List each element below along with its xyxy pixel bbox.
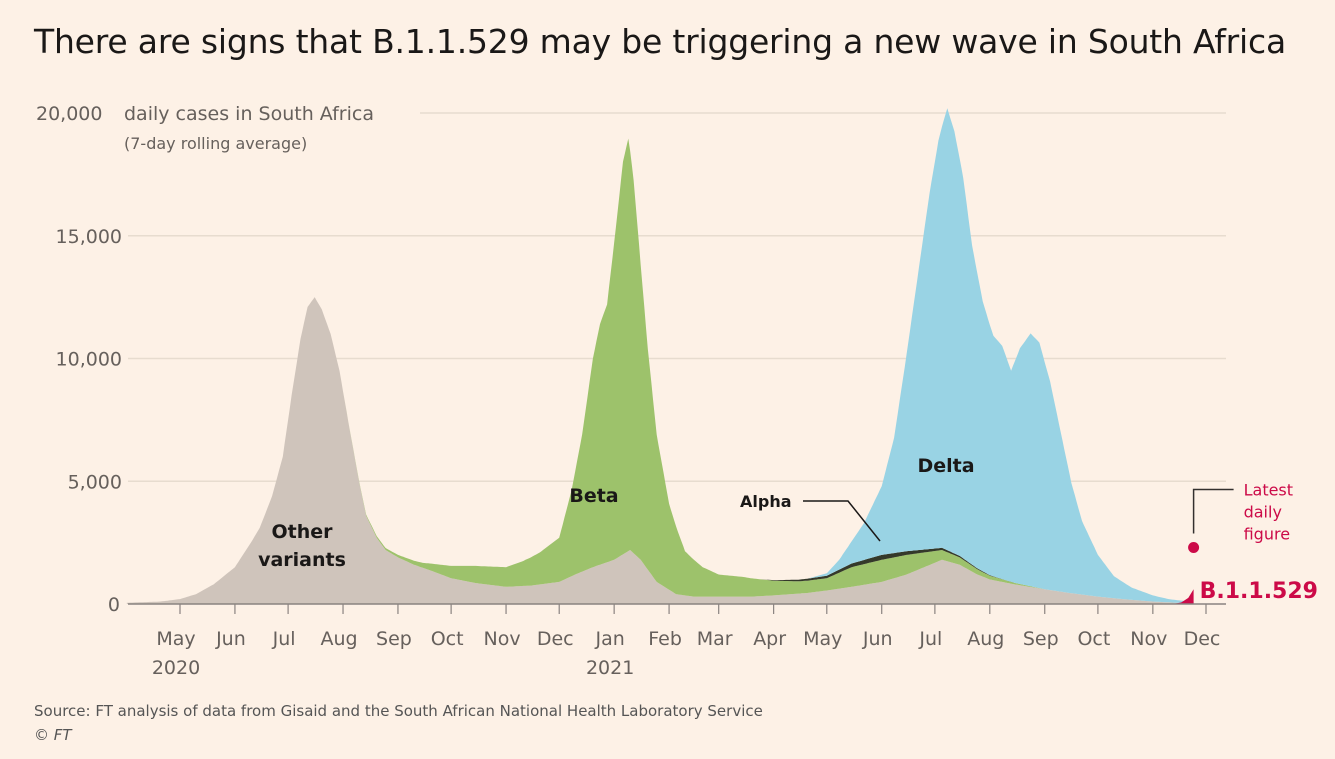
x-tick-year-label: 2020 (152, 657, 200, 679)
latest-daily-label: daily (1244, 503, 1282, 522)
series-label-delta: Delta (917, 455, 974, 477)
x-tick-label: Dec (537, 628, 574, 650)
x-tick-label: Aug (320, 628, 357, 650)
x-tick-label: Jul (272, 628, 296, 650)
source-note: Source: FT analysis of data from Gisaid … (34, 702, 763, 720)
x-tick-label: May (803, 628, 842, 650)
y-axis: daily cases in South Africa (7-day rolli… (36, 103, 374, 616)
area-delta (126, 108, 1194, 604)
latest-daily-label: Latest (1244, 481, 1293, 500)
x-tick-label: Oct (431, 628, 464, 650)
annotations: Latest daily figure B.1.1.529 (1188, 481, 1318, 604)
area-beta (126, 138, 1194, 604)
x-tick-label: Sep (376, 628, 412, 650)
copyright-note: © FT (34, 726, 72, 744)
x-tick-label: Jul (918, 628, 942, 650)
area-other-variants (126, 297, 1194, 604)
series-areas (126, 108, 1194, 604)
x-tick-label: Dec (1184, 628, 1221, 650)
x-tick-label: Mar (697, 628, 733, 650)
latest-daily-label: figure (1244, 525, 1290, 544)
x-axis: May 2020 Jun Jul Aug Sep Oct Nov Dec Jan 2021 Feb Ma… (128, 603, 1226, 679)
y-tick-label: 5,000 (68, 471, 122, 493)
x-tick-label: Apr (753, 628, 786, 650)
x-tick-label: Sep (1023, 628, 1059, 650)
alpha-leader-line (803, 500, 881, 542)
x-tick-label: Jan (594, 628, 624, 650)
y-tick-label: 0 (108, 594, 120, 616)
y-axis-label: daily cases in South Africa (124, 103, 374, 125)
x-tick-year-label: 2021 (586, 657, 634, 679)
area-b-1-1-529 (1172, 589, 1194, 604)
x-tick-label: Nov (1130, 628, 1167, 650)
x-tick-label: Nov (484, 628, 521, 650)
chart-title: There are signs that B.1.1.529 may be tr… (34, 22, 1286, 61)
series-label-beta: Beta (569, 485, 618, 507)
series-label-alpha: Alpha (740, 492, 792, 511)
x-tick-label: Aug (967, 628, 1004, 650)
y-tick-label: 10,000 (56, 349, 122, 371)
series-label-other-variants: variants (258, 549, 346, 571)
y-axis-label-note: (7-day rolling average) (124, 134, 307, 153)
series-labels: Other variants Beta Delta Alpha (258, 455, 974, 571)
series-label-b-1-1-529: B.1.1.529 (1200, 579, 1318, 604)
x-tick-label: Jun (215, 628, 246, 650)
x-tick-label: Oct (1077, 628, 1110, 650)
series-label-other-variants: Other (271, 521, 333, 543)
latest-leader-line (1192, 488, 1234, 534)
x-tick-label: Feb (648, 628, 682, 650)
x-tick-label: Jun (862, 628, 893, 650)
y-tick-label: 20,000 (36, 103, 102, 125)
y-tick-label: 15,000 (56, 226, 122, 248)
x-tick-label: May (156, 628, 195, 650)
stacked-area-chart: May 2020 Jun Jul Aug Sep Oct Nov Dec Jan 2021 Feb Ma… (36, 103, 1318, 679)
latest-daily-point (1188, 542, 1200, 554)
